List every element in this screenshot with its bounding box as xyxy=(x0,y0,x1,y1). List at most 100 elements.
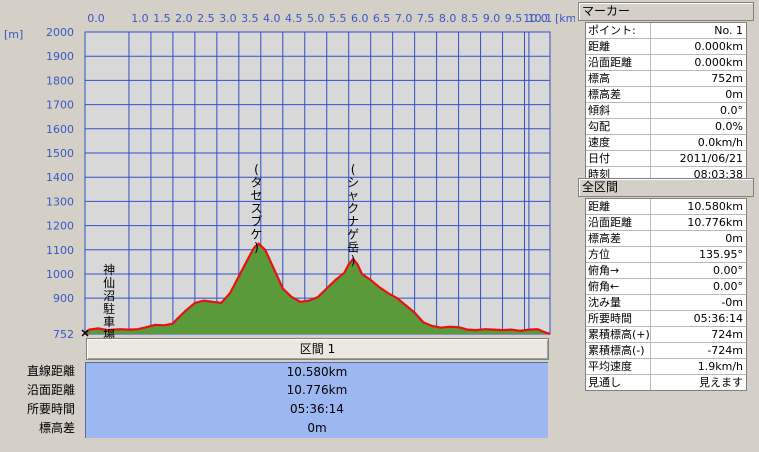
info-value: 752m xyxy=(711,72,743,85)
info-key: 標高 xyxy=(586,71,651,86)
info-value: 05:36:14 xyxy=(693,312,743,325)
summary-label: 沿面距離 xyxy=(26,383,75,397)
info-value: 0m xyxy=(725,88,743,101)
info-row: 累積標高(+) 724m xyxy=(586,327,746,343)
info-value: -0m xyxy=(721,296,743,309)
x-tick-label: 3.0 xyxy=(219,12,237,25)
y-tick-label: 1100 xyxy=(46,244,74,257)
info-row: 沿面距離 10.776km xyxy=(586,215,746,231)
annotation-char: 駐 xyxy=(103,301,115,316)
y-tick-label: 1800 xyxy=(46,74,74,87)
x-tick-label: 5.5 xyxy=(329,12,347,25)
y-tick-label: 752 xyxy=(53,328,74,340)
start-marker-icon xyxy=(81,329,89,337)
info-row: 標高差 0m xyxy=(586,87,746,103)
annotation-char: 車 xyxy=(103,315,115,329)
summary-row-straight-distance: 直線距離 10.580km xyxy=(0,362,550,381)
summary-label: 所要時間 xyxy=(26,402,75,416)
info-key: 傾斜 xyxy=(586,103,651,118)
info-row: 俯角→ 0.00° xyxy=(586,263,746,279)
x-tick-label: 8.0 xyxy=(439,12,457,25)
annotation-char: ) xyxy=(254,241,259,255)
annotation-char: シ xyxy=(347,176,359,190)
info-row: 所要時間 05:36:14 xyxy=(586,311,746,327)
info-key: 沈み量 xyxy=(586,295,651,310)
info-value: 724m xyxy=(711,328,743,341)
info-value: 135.95° xyxy=(699,248,743,261)
info-value: 0.00° xyxy=(713,280,743,293)
summary-value: 10.776km xyxy=(85,381,548,400)
summary-value: 10.580km xyxy=(85,362,548,381)
annotation-char: ナ xyxy=(347,215,359,229)
x-tick-label: 6.5 xyxy=(373,12,391,25)
info-key: 累積標高(-) xyxy=(586,343,651,358)
info-row: 累積標高(-) -724m xyxy=(586,343,746,359)
info-row: 俯角← 0.00° xyxy=(586,279,746,295)
elevation-chart[interactable]: 2000 1900 1800 1700 1600 1500 1400 1300 1200 1100… xyxy=(0,0,575,340)
info-key: 標高差 xyxy=(586,231,651,246)
info-key: 俯角← xyxy=(586,279,651,294)
info-key: 日付 xyxy=(586,151,651,166)
summary-label: 直線距離 xyxy=(26,364,75,378)
info-value: 08:03:38 xyxy=(693,168,743,181)
info-key: 距離 xyxy=(586,199,651,214)
annotation-char: タ xyxy=(250,176,262,190)
section-panel-title: 全区間 xyxy=(578,178,754,197)
info-row: 距離 0.000km xyxy=(586,39,746,55)
info-row: 日付 2011/06/21 xyxy=(586,151,746,167)
info-value: -724m xyxy=(707,344,743,357)
annotation-char: 岳 xyxy=(347,241,359,255)
elevation-line xyxy=(84,242,551,336)
info-row: 勾配 0.0% xyxy=(586,119,746,135)
info-key: 標高差 xyxy=(586,87,651,102)
section-tab[interactable]: 区間 1 xyxy=(86,338,549,360)
info-key: 速度 xyxy=(586,135,651,150)
marker-info-table: ポイント: No. 1 距離 0.000km 沿面距離 0.000km 標高 752m 標高差 0… xyxy=(585,22,747,183)
x-tick-label: 7.0 xyxy=(395,12,413,25)
info-value: 0.0° xyxy=(720,104,743,117)
info-value: 0.000km xyxy=(694,40,743,53)
info-row: 距離 10.580km xyxy=(586,199,746,215)
x-tick-label: 7.5 xyxy=(417,12,435,25)
info-value: 10.776km xyxy=(687,216,743,229)
info-key: 沿面距離 xyxy=(586,55,651,70)
elevation-area xyxy=(85,243,550,334)
summary-label: 標高差 xyxy=(38,421,75,435)
y-tick-label: 1900 xyxy=(46,50,74,63)
info-value: 2011/06/21 xyxy=(679,152,743,165)
x-tick-label: 0.0 xyxy=(87,12,105,25)
annotation-char: ( xyxy=(351,163,356,177)
x-tick-label: 10.0 xyxy=(523,12,548,25)
info-value: 0.0km/h xyxy=(697,136,743,149)
y-tick-label: 1000 xyxy=(46,268,74,281)
summary-row-surface-distance: 沿面距離 10.776km xyxy=(0,381,550,400)
info-row: 速度 0.0km/h xyxy=(586,135,746,151)
x-tick-label: 1.5 xyxy=(153,12,171,25)
x-tick-label: 2.0 xyxy=(175,12,193,25)
annotation-char: ャ xyxy=(347,189,359,203)
annotation-char: ブ xyxy=(250,214,262,229)
x-tick-label: 4.0 xyxy=(263,12,281,25)
info-key: 勾配 xyxy=(586,119,651,134)
y-tick-label: 1500 xyxy=(46,147,74,160)
info-row: ポイント: No. 1 xyxy=(586,23,746,39)
info-key: 沿面距離 xyxy=(586,215,651,230)
info-row: 方位 135.95° xyxy=(586,247,746,263)
annotation-char: 神 xyxy=(103,263,115,277)
info-key: 見通し xyxy=(586,375,651,390)
x-axis-unit: [km] xyxy=(555,12,575,25)
plot-area xyxy=(84,31,551,335)
info-value: 0m xyxy=(725,232,743,245)
info-value: 10.580km xyxy=(687,200,743,213)
y-axis-unit: [m] xyxy=(4,28,23,41)
annotation-char: 仙 xyxy=(103,276,115,290)
annotation-char: ゲ xyxy=(347,228,359,242)
y-tick-label: 2000 xyxy=(46,26,74,39)
annotation-char: ケ xyxy=(250,228,262,242)
info-value: 1.9km/h xyxy=(697,360,743,373)
info-row: 標高差 0m xyxy=(586,231,746,247)
annotation-char: セ xyxy=(250,189,262,203)
info-row: 見通し 見えます xyxy=(586,375,746,390)
info-key: 平均速度 xyxy=(586,359,651,374)
info-value: 0.00° xyxy=(713,264,743,277)
